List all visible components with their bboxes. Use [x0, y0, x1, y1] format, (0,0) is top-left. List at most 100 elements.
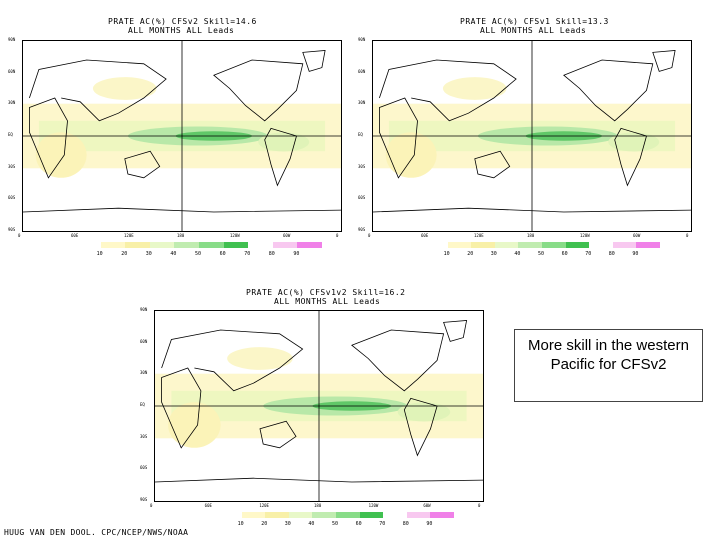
latitude-label: 90N: [140, 307, 148, 312]
latitude-label: 30S: [358, 163, 366, 169]
coastline-6: [373, 207, 691, 213]
latitude-label: 90N: [8, 37, 16, 42]
latitude-label: 30S: [8, 163, 16, 169]
panel-subtitle: ALL MONTHS ALL Leads: [274, 297, 381, 306]
skill-patch-africa: [35, 132, 87, 178]
map-svg: [155, 311, 483, 501]
colorbar-swatch: [541, 242, 566, 248]
skill-map: [154, 310, 484, 502]
skill-patch-africa: [168, 402, 221, 448]
longitude-label: 120W: [368, 503, 379, 508]
panel-subtitle: ALL MONTHS ALL Leads: [480, 26, 587, 35]
longitude-label: 0: [478, 503, 481, 508]
colorbar-label: 20: [261, 521, 268, 527]
colorbar-label: 80: [608, 251, 615, 257]
skill-patch-africa: [385, 132, 437, 178]
colorbar-label: 90: [293, 251, 300, 257]
colorbar-label: 70: [244, 251, 251, 257]
coastlines: [373, 50, 691, 213]
longitude-label: 60W: [633, 233, 641, 238]
colorbar-swatch: [424, 242, 448, 248]
panel-title: PRATE AC(%) CFSv1 Skill=13.3: [460, 17, 609, 26]
coastline-1: [161, 329, 304, 392]
colorbar-swatch: [218, 512, 242, 518]
colorbar-swatch: [359, 512, 384, 518]
skill-core-atlantic: [397, 402, 451, 422]
colorbar-label: 40: [514, 251, 521, 257]
colorbar-label: 20: [121, 251, 128, 257]
colorbar-swatch: [565, 242, 590, 248]
latitude-label: 30S: [140, 433, 148, 439]
coastline-1: [29, 59, 167, 122]
colorbar-swatch: [272, 242, 298, 248]
latitude-label: 90S: [358, 227, 366, 232]
colorbar-swatch: [636, 242, 660, 248]
panel-title: PRATE AC(%) CFSv1v2 Skill=16.2: [246, 288, 406, 297]
latitude-label: 30N: [8, 100, 16, 106]
colorbar-label: 30: [490, 251, 497, 257]
colorbar-label: 10: [443, 251, 450, 257]
colorbar-swatch: [241, 512, 266, 518]
colorbar-label: 80: [402, 521, 409, 527]
annotation-box: More skill in the western Pacific for CF…: [514, 329, 703, 402]
coastline-3: [563, 59, 654, 122]
skill-patch-asia: [227, 347, 293, 370]
skill-map: [22, 40, 342, 232]
colorbar-swatch: [100, 242, 126, 248]
colorbar-swatch: [612, 242, 637, 248]
panel-title: PRATE AC(%) CFSv2 Skill=14.6: [108, 17, 257, 26]
colorbar-swatch: [125, 242, 150, 248]
skill-core-atlantic: [258, 132, 310, 152]
colorbar-label: 80: [268, 251, 275, 257]
colorbar: [424, 242, 660, 248]
coastline-2: [474, 150, 511, 179]
colorbar-label: 10: [96, 251, 103, 257]
longitude-label: 60W: [283, 233, 291, 238]
colorbar-label: 70: [379, 521, 386, 527]
longitude-label: 60E: [204, 503, 212, 508]
longitude-label: 0: [150, 503, 153, 508]
latitude-label: 60N: [140, 338, 148, 344]
longitude-label: 180: [177, 233, 185, 238]
longitude-label: 120W: [230, 233, 240, 238]
coastline-1: [379, 59, 517, 122]
colorbar-swatch: [471, 242, 495, 248]
longitude-label: 180: [314, 503, 322, 508]
latitude-label: 90S: [8, 227, 16, 232]
coastline-6: [155, 477, 483, 483]
colorbar-label: 90: [426, 521, 433, 527]
colorbar-swatch: [149, 242, 175, 248]
longitude-label: 180: [527, 233, 535, 238]
latitude-label: 60S: [8, 195, 16, 201]
colorbar: [218, 512, 454, 518]
colorbar-label: 20: [467, 251, 474, 257]
colorbar-label: 50: [538, 251, 545, 257]
map-svg: [373, 41, 691, 231]
colorbar-label: 50: [332, 521, 339, 527]
credit-text: HUUG VAN DEN DOOL. CPC/NCEP/NWS/NOAA: [4, 528, 189, 537]
latitude-label: 60S: [140, 465, 148, 471]
coastline-5: [443, 320, 468, 342]
longitude-label: 60W: [423, 503, 431, 508]
skill-map: [372, 40, 692, 232]
colorbar-swatch: [430, 512, 454, 518]
latitude-label: EQ: [358, 132, 363, 137]
latitude-label: 60N: [358, 68, 366, 74]
colorbar-swatch: [288, 512, 313, 518]
longitude-label: 60E: [421, 233, 429, 238]
colorbar-label: 30: [145, 251, 152, 257]
colorbar-label: 70: [585, 251, 592, 257]
colorbar-swatch: [174, 242, 199, 248]
colorbar-swatch: [335, 512, 360, 518]
colorbar-label: 30: [284, 521, 291, 527]
latitude-label: EQ: [140, 402, 145, 407]
colorbar-swatch: [494, 242, 519, 248]
colorbar-swatch: [76, 242, 101, 248]
colorbar-label: 10: [237, 521, 244, 527]
colorbar-swatch: [518, 242, 542, 248]
longitude-label: 120E: [124, 233, 134, 238]
skill-patch-asia: [442, 77, 507, 100]
coastline-3: [351, 329, 445, 392]
latitude-label: 90N: [358, 37, 366, 42]
colorbar-label: 60: [561, 251, 568, 257]
